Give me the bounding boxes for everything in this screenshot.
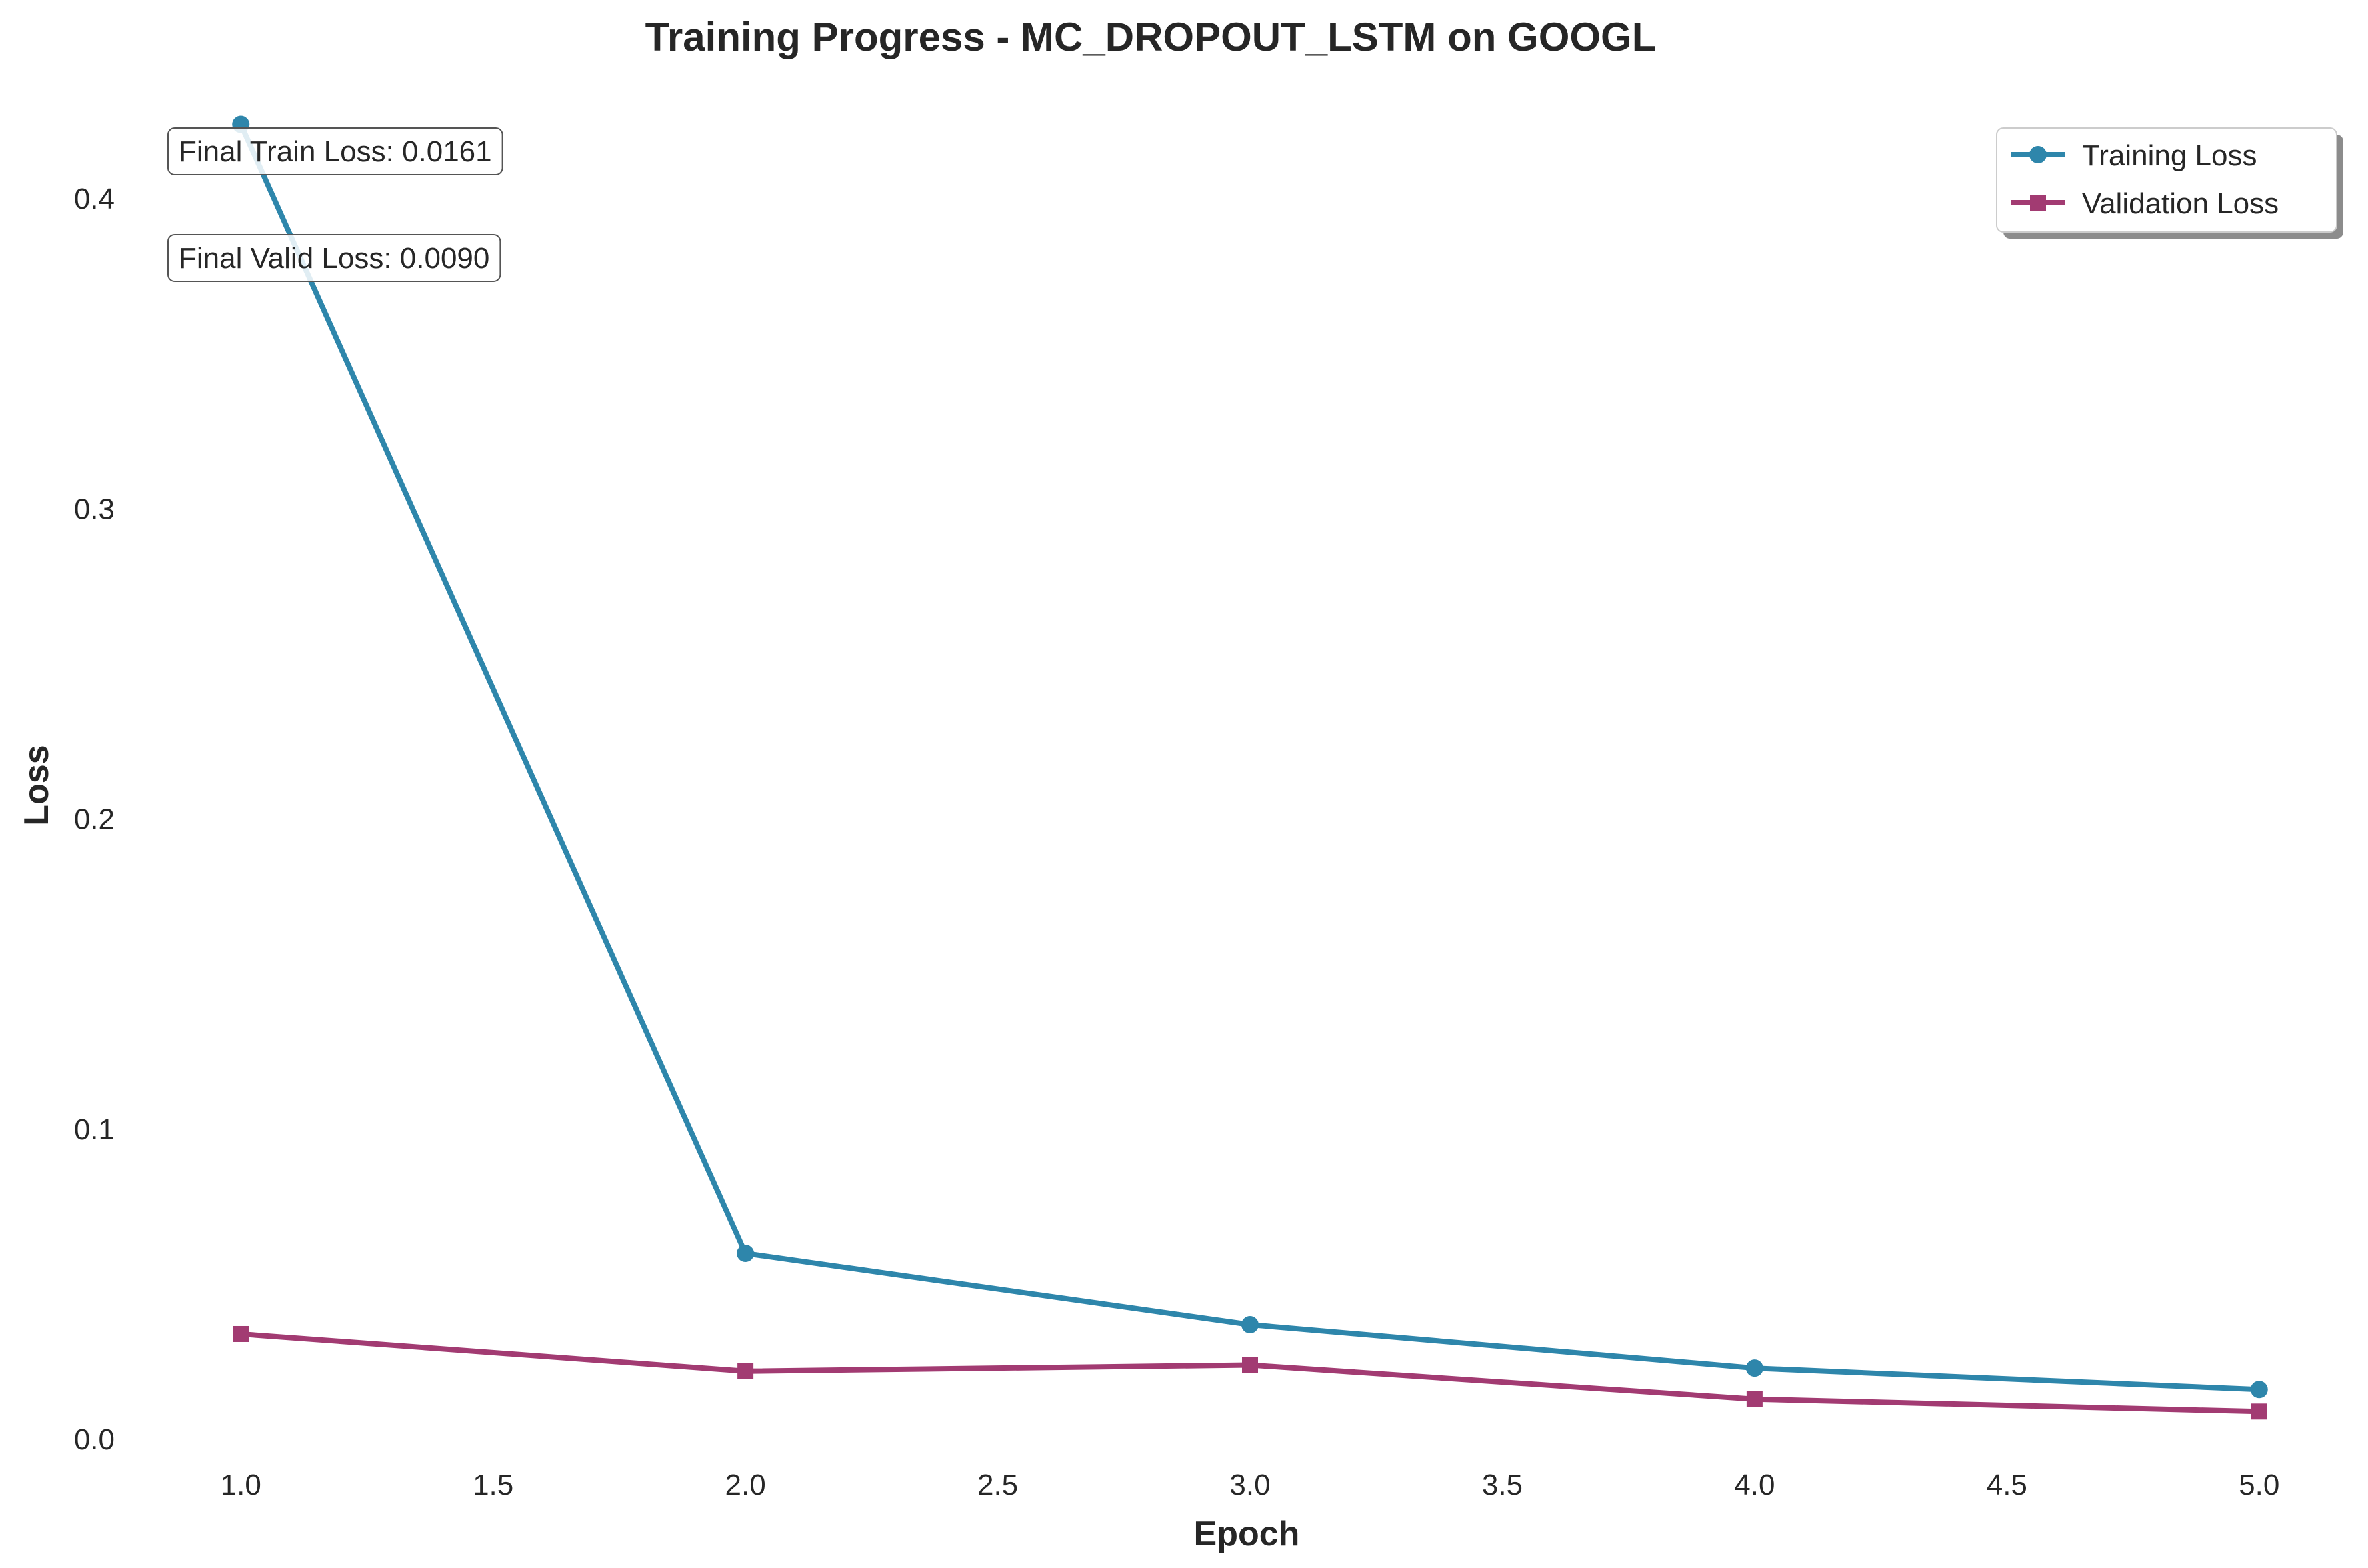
validation-loss-point <box>1746 1391 1763 1407</box>
series-layer <box>232 115 2268 1420</box>
x-axis-ticks: 1.0 1.5 2.0 2.5 3.0 3.5 4.0 4.5 5.0 <box>221 1469 2280 1501</box>
x-tick-label: 2.0 <box>725 1469 766 1501</box>
training-loss-point <box>1241 1316 1259 1334</box>
annotation-box <box>167 127 503 175</box>
training-loss-legend-marker <box>2029 146 2047 163</box>
annotation-text: Final Train Loss: 0.0161 <box>179 135 492 168</box>
training-loss-point <box>1745 1359 1763 1377</box>
annotation-box <box>167 234 501 282</box>
y-axis-ticks: 0.0 0.1 0.2 0.3 0.4 <box>74 183 115 1456</box>
validation-loss-legend-label: Validation Loss <box>2082 187 2279 220</box>
legend-box <box>1996 127 2337 233</box>
legend-entry: Training Loss <box>2011 139 2257 172</box>
y-tick-label: 0.0 <box>74 1423 115 1456</box>
final-loss-annotation: Final Valid Loss: 0.0090 <box>167 234 501 282</box>
annotation-layer: Final Train Loss: 0.0161 Final Valid Loss… <box>167 127 503 282</box>
validation-loss-legend-marker <box>2030 195 2046 211</box>
annotation-text: Final Valid Loss: 0.0090 <box>179 242 489 275</box>
y-axis-label: Loss <box>17 745 56 825</box>
chart-title: Training Progress - MC_DROPOUT_LSTM on G… <box>645 15 1657 59</box>
legend-entry: Validation Loss <box>2011 187 2279 220</box>
x-tick-label: 4.5 <box>1987 1469 2027 1501</box>
training-loss-legend-label: Training Loss <box>2082 139 2257 172</box>
x-tick-label: 5.0 <box>2239 1469 2279 1501</box>
y-tick-label: 0.3 <box>74 493 115 525</box>
y-tick-label: 0.1 <box>74 1113 115 1146</box>
validation-loss-series <box>233 1325 2267 1420</box>
x-tick-label: 3.0 <box>1229 1469 1270 1501</box>
x-tick-label: 2.5 <box>977 1469 1018 1501</box>
legend: Training Loss Validation Loss <box>1996 127 2343 239</box>
training-loss-series <box>232 115 2268 1399</box>
x-axis-label: Epoch <box>1194 1515 1300 1553</box>
y-tick-label: 0.2 <box>74 803 115 836</box>
x-tick-label: 1.0 <box>221 1469 261 1501</box>
validation-loss-point <box>737 1363 754 1379</box>
training-loss-line <box>238 121 2262 1393</box>
x-tick-label: 1.5 <box>473 1469 513 1501</box>
x-tick-label: 3.5 <box>1482 1469 1523 1501</box>
validation-loss-point <box>233 1325 249 1342</box>
y-tick-label: 0.4 <box>74 183 115 215</box>
training-loss-point <box>2250 1381 2268 1399</box>
x-tick-label: 4.0 <box>1734 1469 1775 1501</box>
validation-loss-point <box>2251 1403 2267 1420</box>
training-loss-point <box>737 1245 755 1263</box>
validation-loss-point <box>1242 1357 1258 1373</box>
final-loss-annotation: Final Train Loss: 0.0161 <box>167 127 503 175</box>
